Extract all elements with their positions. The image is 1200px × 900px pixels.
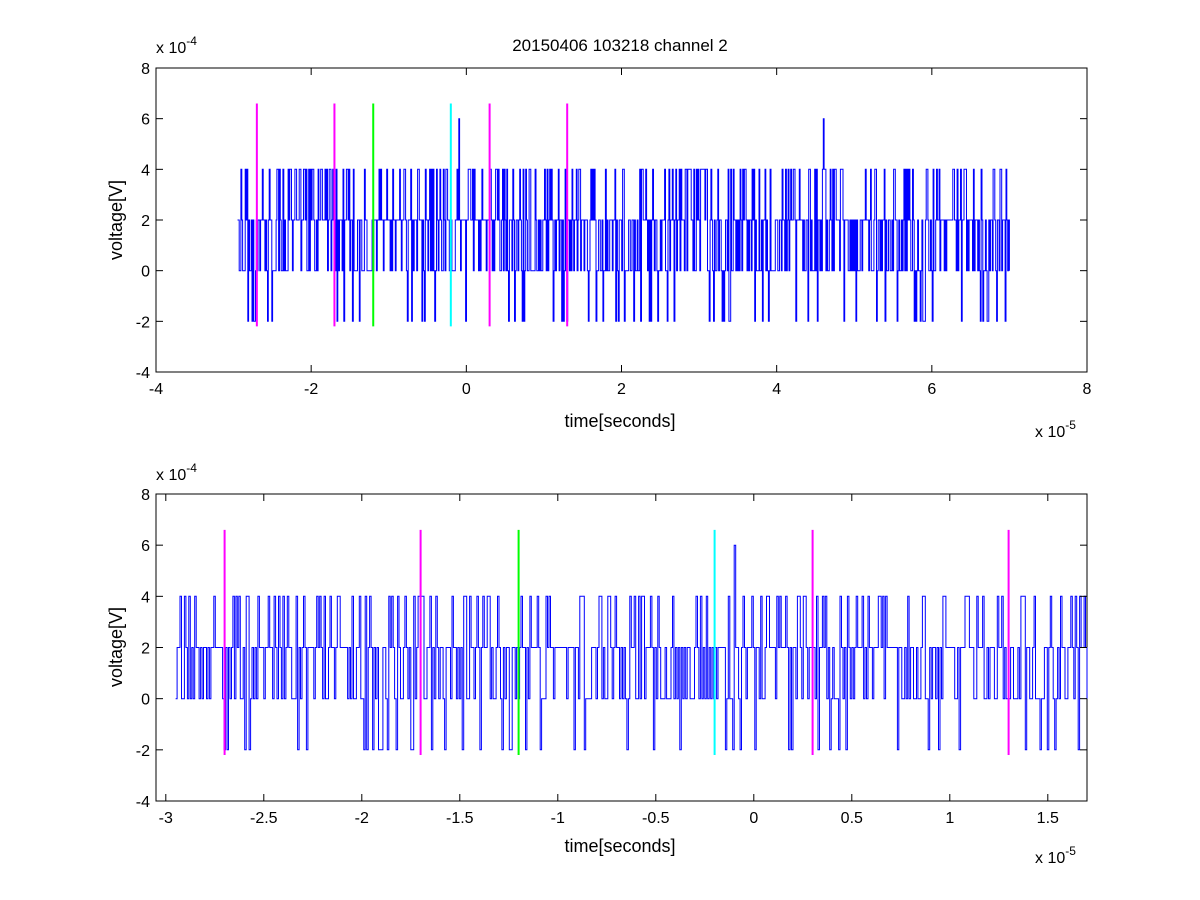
top-y-tick-label: 0 xyxy=(141,264,150,281)
bottom-x-tick-label: 1.5 xyxy=(1037,810,1059,827)
top-marker-layer xyxy=(255,103,569,327)
top-subplot: -4 -2 0 2 4 6 8 -4 -2 0 2 4 6 8 time[seconds] voltage… xyxy=(106,34,1092,441)
bottom-x-multiplier-exponent: -5 xyxy=(1065,844,1076,858)
bottom-signal-line xyxy=(175,544,1088,751)
bottom-tick-layer: -3 -2.5 -2 -1.5 -1 -0.5 0 0.5 1 1.5 -4 -2 0 2 4 6 8 xyxy=(136,487,1087,827)
top-signal-line xyxy=(237,118,1010,322)
bottom-y-tick-label: 0 xyxy=(141,692,150,709)
bottom-signal-layer xyxy=(175,544,1088,751)
top-x-tick-label: 0 xyxy=(462,381,471,398)
top-x-tick-label: 4 xyxy=(772,381,781,398)
top-y-tick-label: -2 xyxy=(136,314,150,331)
bottom-y-tick-label: 2 xyxy=(141,641,150,658)
bottom-x-tick-label: 0.5 xyxy=(841,810,863,827)
bottom-y-multiplier-exponent: -4 xyxy=(186,461,197,475)
bottom-y-multiplier: x 10-4 xyxy=(156,461,197,484)
top-x-multiplier: x 10-5 xyxy=(1035,418,1076,441)
top-y-tick-label: 8 xyxy=(141,61,150,78)
top-signal-layer xyxy=(237,118,1010,322)
top-x-tick-label: 2 xyxy=(617,381,626,398)
bottom-x-axis-label: time[seconds] xyxy=(564,836,675,856)
bottom-x-tick-label: -0.5 xyxy=(642,810,670,827)
bottom-x-tick-label: 0 xyxy=(749,810,758,827)
top-y-multiplier: x 10-4 xyxy=(156,34,197,57)
top-y-tick-label: 2 xyxy=(141,213,150,230)
top-x-axis-label: time[seconds] xyxy=(564,411,675,431)
bottom-y-tick-label: 8 xyxy=(141,487,150,504)
bottom-marker-layer xyxy=(223,529,1010,755)
bottom-y-multiplier-base: x 10 xyxy=(156,467,186,484)
top-x-multiplier-base: x 10 xyxy=(1035,424,1065,441)
top-x-tick-label: -4 xyxy=(149,381,163,398)
bottom-x-multiplier-base: x 10 xyxy=(1035,850,1065,867)
chart-title: 20150406 103218 channel 2 xyxy=(512,36,728,55)
top-tick-layer: -4 -2 0 2 4 6 8 -4 -2 0 2 4 6 8 xyxy=(136,61,1092,398)
top-y-axis-label: voltage[V] xyxy=(106,180,126,260)
bottom-y-tick-label: 4 xyxy=(141,589,150,606)
bottom-x-tick-label: -2 xyxy=(355,810,369,827)
bottom-x-tick-label: -1 xyxy=(551,810,565,827)
top-x-tick-label: -2 xyxy=(304,381,318,398)
top-x-tick-label: 6 xyxy=(927,381,936,398)
bottom-x-multiplier: x 10-5 xyxy=(1035,844,1076,867)
bottom-x-tick-label: -2.5 xyxy=(250,810,278,827)
bottom-y-tick-label: 6 xyxy=(141,538,150,555)
bottom-x-tick-label: -3 xyxy=(159,810,173,827)
bottom-y-axis-label: voltage[V] xyxy=(106,607,126,687)
top-x-tick-label: 8 xyxy=(1083,381,1092,398)
bottom-subplot: -3 -2.5 -2 -1.5 -1 -0.5 0 0.5 1 1.5 -4 -2 0 2 4 6 8 time… xyxy=(106,461,1088,867)
bottom-x-tick-label: 1 xyxy=(945,810,954,827)
top-y-tick-label: -4 xyxy=(136,365,150,382)
bottom-y-tick-label: -4 xyxy=(136,794,150,811)
bottom-y-tick-label: -2 xyxy=(136,743,150,760)
bottom-x-tick-label: -1.5 xyxy=(446,810,474,827)
top-y-tick-label: 6 xyxy=(141,112,150,129)
top-x-multiplier-exponent: -5 xyxy=(1065,418,1076,432)
top-y-multiplier-base: x 10 xyxy=(156,40,186,57)
top-y-tick-label: 4 xyxy=(141,162,150,179)
top-y-multiplier-exponent: -4 xyxy=(186,34,197,48)
